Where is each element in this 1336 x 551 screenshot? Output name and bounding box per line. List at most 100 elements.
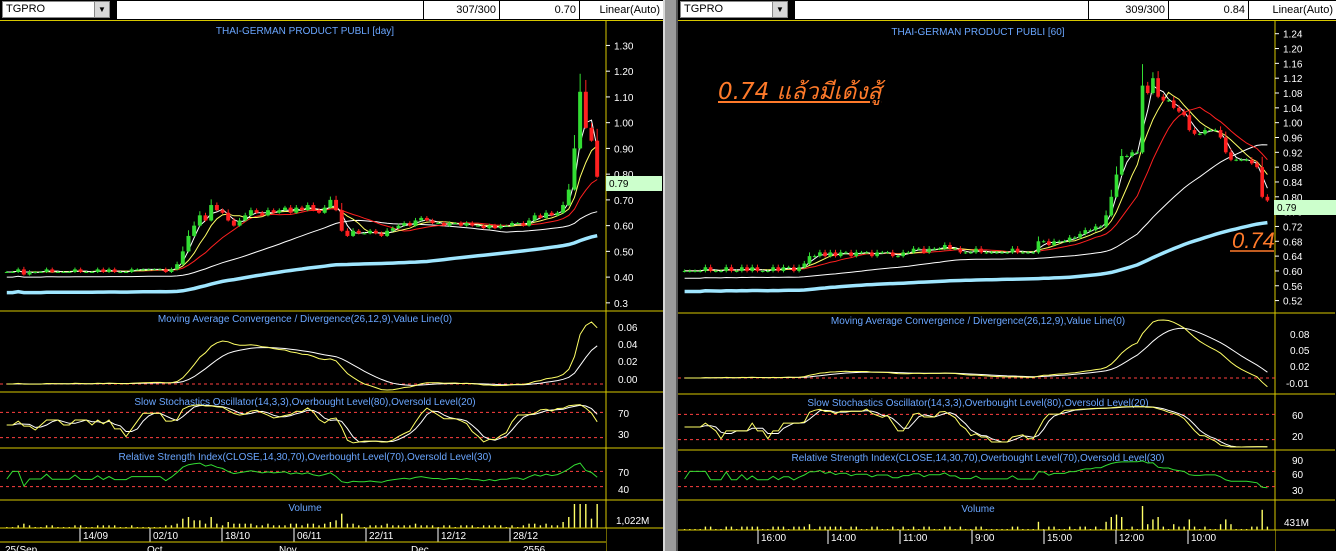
candle-body <box>362 233 367 235</box>
macd-series <box>684 319 1268 388</box>
ma-white-series <box>6 119 598 274</box>
volume-bar <box>1094 526 1097 530</box>
candle-body <box>129 269 134 272</box>
ma-long-series <box>6 233 598 295</box>
volume-bar <box>756 526 759 530</box>
price-tick-label: 0.90 <box>614 144 634 155</box>
right-rsi-title: Relative Strength Index(CLOSE,14,30,70),… <box>792 453 1165 464</box>
candle-body <box>724 267 729 271</box>
macd-signal-series <box>6 345 598 386</box>
candle-body <box>231 220 236 226</box>
annotation-text: 0.74 แล้วมีเด้งสู้ <box>718 79 882 105</box>
panel-splitter[interactable] <box>663 0 678 551</box>
candle-body <box>84 271 89 273</box>
left-scale-cell[interactable]: Linear(Auto) <box>579 1 663 19</box>
candle-body <box>1052 241 1056 245</box>
volume-bar <box>1105 521 1107 530</box>
volume-bar <box>1162 526 1165 530</box>
left-value-cell: 0.70 <box>499 1 579 19</box>
candle-body <box>885 252 890 254</box>
candle-body <box>504 225 509 227</box>
candle-body <box>436 223 441 225</box>
candle-body <box>781 267 786 271</box>
candle-body <box>146 269 151 271</box>
left-macd-tick: 0.06 <box>618 323 638 334</box>
candle-body <box>1135 152 1140 154</box>
candle-body <box>441 223 446 226</box>
chevron-down-icon[interactable]: ▼ <box>772 2 787 17</box>
candle-body <box>555 212 560 216</box>
candle-body <box>72 269 77 272</box>
candle-body <box>265 210 270 216</box>
candle-body <box>1000 252 1004 254</box>
candle-body <box>583 91 588 128</box>
right-chart-canvas[interactable]: THAI-GERMAN PRODUCT PUBLI [60] 1.24 1.20 1… <box>678 20 1336 551</box>
candle-body <box>544 212 549 218</box>
volume-bar <box>585 504 587 528</box>
candle-body <box>776 267 781 271</box>
left-symbol-select[interactable]: TGPRO ▼ <box>2 1 110 18</box>
candle-body <box>339 210 344 231</box>
candle-body <box>1265 196 1270 201</box>
right-symbol-select[interactable]: TGPRO ▼ <box>680 1 788 18</box>
candle-body <box>1145 85 1150 94</box>
candle-body <box>1182 111 1186 116</box>
candle-body <box>1234 159 1238 161</box>
candle-body <box>328 199 333 208</box>
price-tick-label: 0.84 <box>1283 178 1303 189</box>
candle-body <box>818 252 822 257</box>
ma-long-series <box>684 220 1268 294</box>
volume-bar <box>176 523 178 528</box>
price-tick-label: 1.30 <box>614 41 634 52</box>
candle-body <box>78 269 83 272</box>
candle-body <box>95 269 100 272</box>
candle-body <box>55 271 60 273</box>
volume-bar <box>443 525 445 528</box>
ma-white-series <box>684 84 1268 272</box>
chevron-down-icon[interactable]: ▼ <box>94 2 109 17</box>
right-last-price-label: 0.79 <box>1277 203 1297 214</box>
volume-bar <box>312 523 315 528</box>
volume-bar <box>221 525 224 528</box>
rsi-series <box>684 460 1268 489</box>
candle-body <box>118 271 123 273</box>
left-chart-canvas[interactable]: THAI-GERMAN PRODUCT PUBLI [day] 1.30 1.20… <box>0 20 663 551</box>
candle-body <box>220 210 225 213</box>
volume-bar <box>573 504 576 528</box>
date-tick-label: 06/11 <box>297 531 322 542</box>
volume-bar <box>238 523 241 528</box>
candle-body <box>1192 130 1197 134</box>
candle-body <box>890 252 895 257</box>
right-rsi-tick: 30 <box>1292 486 1304 497</box>
candle-body <box>385 230 390 236</box>
right-scale-cell[interactable]: Linear(Auto) <box>1248 1 1336 19</box>
volume-bar <box>590 518 593 528</box>
date-axis <box>678 530 1275 551</box>
candle-body <box>807 256 812 264</box>
date-tick-label: 11:00 <box>903 533 928 544</box>
candle-body <box>1130 152 1134 157</box>
candle-body <box>687 270 692 272</box>
candle-body <box>243 215 248 221</box>
candle-body <box>589 127 594 141</box>
candle-body <box>101 269 106 272</box>
candle-body <box>1171 100 1176 108</box>
candle-body <box>317 210 322 213</box>
volume-bar <box>233 523 235 528</box>
ma-mid-series <box>684 144 1268 279</box>
volume-bar <box>511 525 513 528</box>
candle-body <box>797 267 801 271</box>
volume-bar <box>562 522 564 528</box>
volume-bar <box>1173 524 1175 530</box>
candle-body <box>1229 152 1233 160</box>
volume-bar <box>1048 526 1050 530</box>
candle-body <box>322 207 327 213</box>
right-macd-tick: -0.01 <box>1286 379 1309 390</box>
right-value-cell: 0.84 <box>1168 1 1248 19</box>
left-stoch-title: Slow Stochastics Oscillator(14,3,3),Over… <box>134 397 475 408</box>
candle-body <box>682 270 687 272</box>
volume-bar <box>17 525 19 528</box>
volume-bar <box>23 523 25 528</box>
candle-body <box>922 248 926 253</box>
volume-bar <box>306 523 309 528</box>
